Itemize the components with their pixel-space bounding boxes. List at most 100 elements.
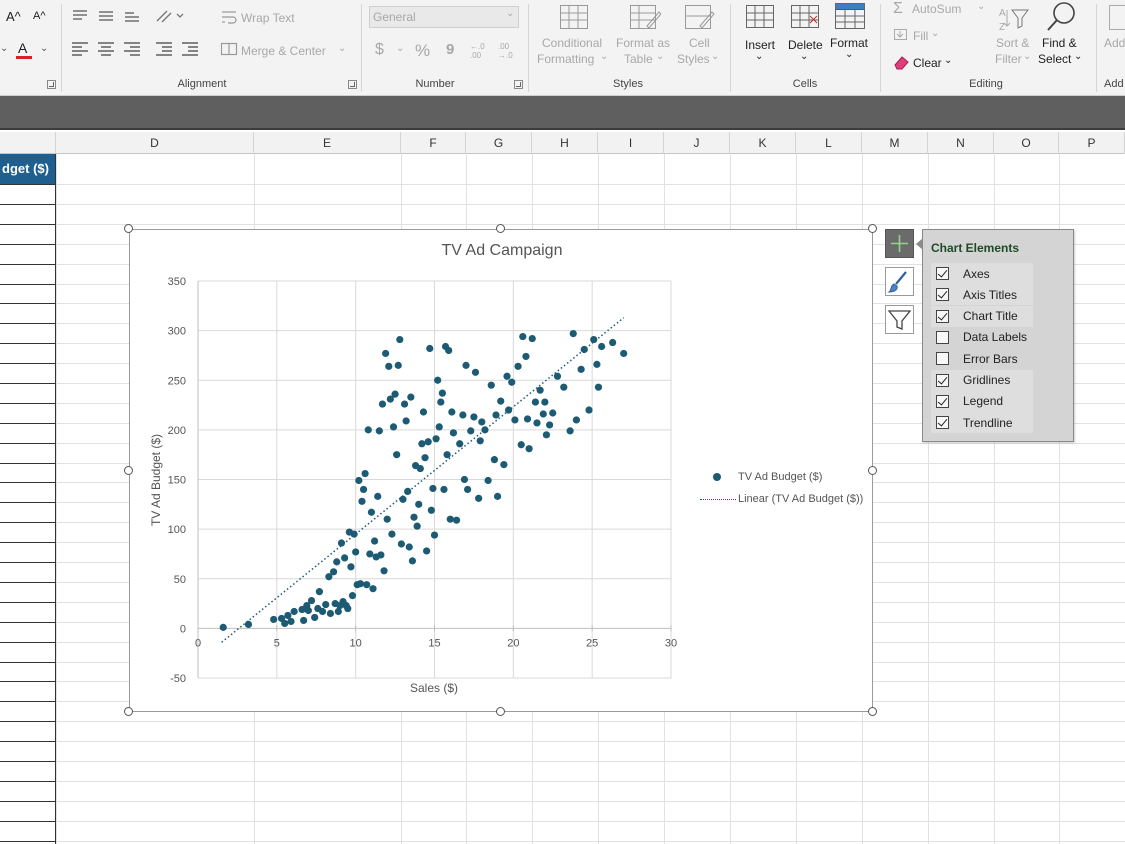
data-point[interactable] [298, 605, 306, 614]
data-point[interactable] [418, 440, 426, 448]
insert-cells-icon[interactable] [745, 4, 775, 30]
checkbox-trendline[interactable] [936, 416, 949, 430]
data-point[interactable] [404, 487, 412, 496]
data-point[interactable] [355, 476, 363, 485]
fill-button[interactable]: Fill [913, 29, 929, 43]
data-point[interactable] [497, 397, 505, 405]
data-point[interactable] [366, 550, 374, 558]
data-point[interactable] [443, 451, 451, 459]
data-point[interactable] [590, 335, 598, 344]
checkbox-data-labels[interactable] [936, 330, 949, 344]
data-point[interactable] [424, 438, 432, 446]
data-point[interactable] [522, 352, 530, 361]
top-align-icon[interactable] [70, 8, 90, 24]
resize-handle-left[interactable] [124, 466, 133, 475]
data-point[interactable] [432, 435, 440, 443]
align-left-icon[interactable] [70, 40, 90, 56]
chevron-down-icon[interactable]: ⌄ [600, 51, 609, 62]
increase-indent-icon[interactable] [180, 40, 200, 56]
data-point[interactable] [438, 389, 446, 397]
plot-area[interactable]: 0 5 10 15 20 25 30 -50 0 50 100 150 200 250 300 350 Sal… [130, 230, 874, 713]
data-point[interactable] [287, 617, 295, 626]
data-point[interactable] [367, 508, 376, 516]
data-point[interactable] [318, 607, 327, 616]
checkbox-axis-titles[interactable] [936, 288, 949, 302]
data-point[interactable] [333, 558, 341, 566]
conditional-formatting-button-line2[interactable]: Formatting [537, 52, 595, 66]
data-point[interactable] [545, 421, 554, 429]
data-point[interactable] [566, 427, 574, 435]
chevron-down-icon[interactable]: ⌄ [977, 1, 986, 12]
checkbox-axes[interactable] [936, 267, 949, 280]
data-point[interactable] [525, 445, 533, 453]
data-point[interactable] [449, 429, 458, 437]
data-point[interactable] [470, 413, 478, 421]
cell-styles-button[interactable]: Cell [689, 36, 710, 50]
format-as-table-icon[interactable] [629, 4, 661, 30]
number-launcher-icon[interactable] [514, 80, 523, 89]
data-point[interactable] [352, 548, 360, 556]
data-point[interactable] [290, 607, 298, 616]
chart-element-gridlines[interactable]: Gridlines [931, 369, 1033, 391]
bottom-align-icon[interactable] [122, 8, 142, 24]
grow-font-button[interactable]: A^ [6, 9, 21, 24]
data-point[interactable] [315, 588, 324, 596]
conditional-formatting-button[interactable]: Conditional [542, 36, 603, 50]
data-point[interactable] [542, 431, 551, 439]
data-point[interactable] [334, 607, 342, 616]
data-point[interactable] [572, 416, 580, 424]
data-point[interactable] [385, 362, 393, 370]
column-header-g[interactable]: G [466, 132, 532, 154]
data-point[interactable] [440, 485, 448, 494]
data-point[interactable] [437, 398, 445, 406]
data-point[interactable] [580, 345, 588, 354]
data-point[interactable] [386, 395, 394, 403]
data-point[interactable] [492, 411, 500, 419]
data-point[interactable] [281, 619, 289, 628]
data-point[interactable] [514, 362, 522, 370]
find-select-button[interactable]: Find & [1042, 36, 1077, 50]
align-center-icon[interactable] [96, 40, 116, 56]
column-header-f[interactable]: F [401, 132, 466, 154]
data-point[interactable] [598, 342, 606, 351]
data-point[interactable] [429, 484, 437, 493]
data-point[interactable] [410, 513, 418, 521]
data-point[interactable] [593, 360, 601, 368]
data-point[interactable] [459, 411, 467, 419]
font-launcher-icon[interactable] [47, 80, 56, 89]
data-point[interactable] [541, 398, 549, 406]
data-point[interactable] [359, 485, 368, 494]
resize-handle-bottom-left[interactable] [124, 707, 133, 716]
y-axis-title[interactable]: TV Ad Budget ($) [149, 434, 163, 526]
data-point[interactable] [400, 400, 409, 408]
column-header-m[interactable]: M [862, 132, 928, 154]
clear-button[interactable]: Clear [913, 56, 942, 70]
column-header-h[interactable]: H [532, 132, 598, 154]
data-point[interactable] [484, 476, 492, 485]
data-point[interactable] [476, 437, 484, 445]
data-point[interactable] [358, 497, 366, 505]
data-point[interactable] [337, 539, 346, 547]
data-point[interactable] [435, 423, 443, 431]
align-right-icon[interactable] [122, 40, 142, 56]
data-point[interactable] [389, 423, 398, 431]
font-color-button[interactable]: A [18, 40, 28, 56]
data-point[interactable] [378, 400, 387, 408]
data-point[interactable] [361, 469, 369, 478]
chart-filters-button[interactable] [885, 305, 914, 334]
resize-handle-top-left[interactable] [124, 224, 133, 233]
format-as-table-button-line2[interactable]: Table [624, 52, 653, 66]
data-point[interactable] [322, 600, 330, 609]
data-point[interactable] [528, 334, 536, 343]
data-point[interactable] [434, 376, 442, 384]
data-point[interactable] [369, 585, 377, 593]
column-header-k[interactable]: K [730, 132, 796, 154]
data-point[interactable] [270, 615, 278, 624]
data-point[interactable] [348, 592, 357, 600]
chart-styles-button[interactable] [885, 267, 914, 296]
chevron-down-icon[interactable]: ⌄ [396, 43, 405, 54]
chevron-down-icon[interactable]: ⌄ [944, 55, 953, 66]
data-point[interactable] [620, 349, 628, 358]
chart-element-trendline[interactable]: Trendline [931, 412, 1033, 434]
data-point[interactable] [517, 441, 525, 449]
